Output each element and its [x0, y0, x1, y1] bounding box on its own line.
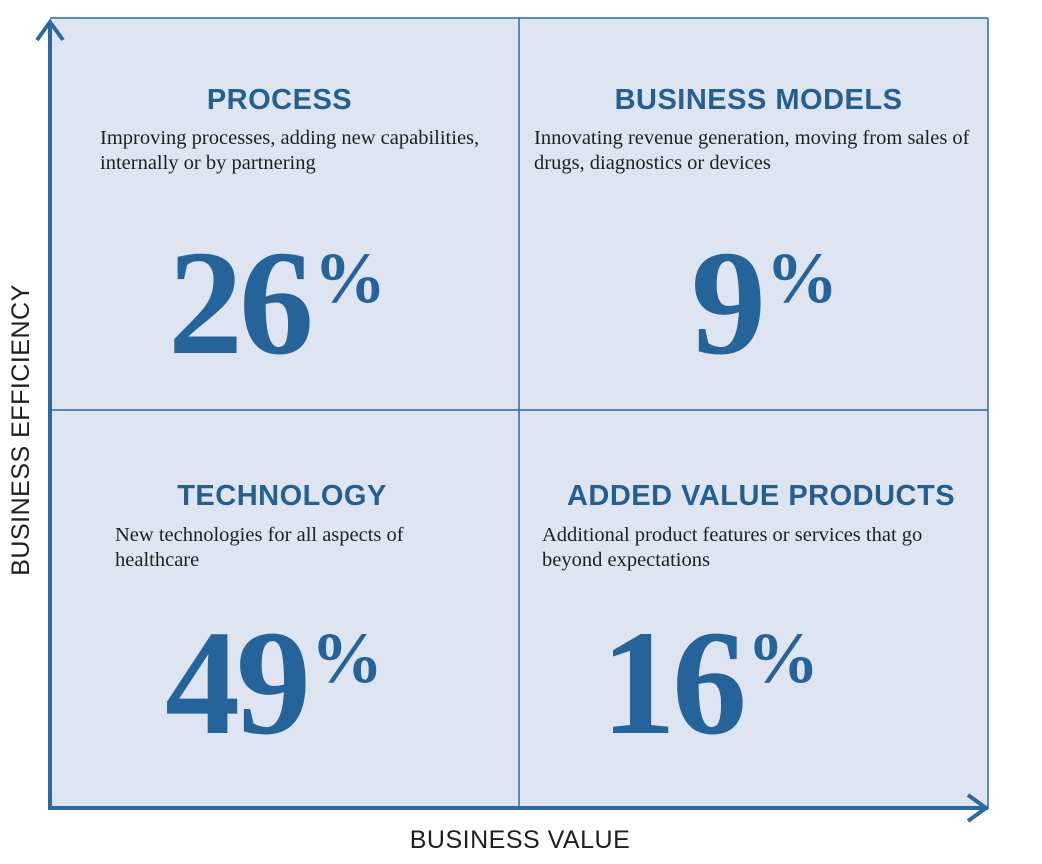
quadrant-title: ADDED VALUE PRODUCTS: [566, 480, 956, 512]
quadrant-added-value-products: ADDED VALUE PRODUCTS Additional product …: [519, 410, 988, 808]
quadrant-title: PROCESS: [206, 84, 353, 116]
quadrant-title: TECHNOLOGY: [177, 480, 387, 512]
percent-sign: %: [311, 618, 383, 698]
x-axis-label: BUSINESS VALUE: [409, 826, 631, 854]
quadrant-title: BUSINESS MODELS: [614, 84, 903, 116]
percentage-value: 26: [168, 220, 314, 386]
quadrant-business-models: BUSINESS MODELS Innovating revenue gener…: [519, 18, 988, 410]
quadrant-description: Improving processes, adding new capabili…: [100, 127, 480, 174]
percentage-value: 49: [165, 600, 311, 766]
y-axis-arrowhead: [35, 18, 65, 42]
quadrant-description: Additional product features or services …: [542, 524, 923, 571]
quadrant-description: Innovating revenue generation, moving fr…: [534, 127, 970, 174]
quadrant-percentage: 16%: [601, 608, 819, 758]
percent-sign: %: [314, 238, 386, 318]
percentage-value: 9: [691, 220, 766, 386]
quadrant-percentage: 26%: [168, 228, 386, 378]
y-axis-label: BUSINESS EFFICIENCY: [7, 284, 35, 576]
percent-sign: %: [766, 238, 838, 318]
quadrant-technology: TECHNOLOGY New technologies for all aspe…: [50, 410, 519, 808]
quadrant-process: PROCESS Improving processes, adding new …: [50, 18, 519, 410]
percent-sign: %: [747, 618, 819, 698]
percentage-value: 16: [601, 600, 747, 766]
quadrant-description: New technologies for all aspects of heal…: [115, 524, 404, 571]
x-axis-arrowhead: [966, 793, 990, 823]
quadrant-percentage: 49%: [165, 608, 383, 758]
quadrant-percentage: 9%: [691, 228, 838, 378]
